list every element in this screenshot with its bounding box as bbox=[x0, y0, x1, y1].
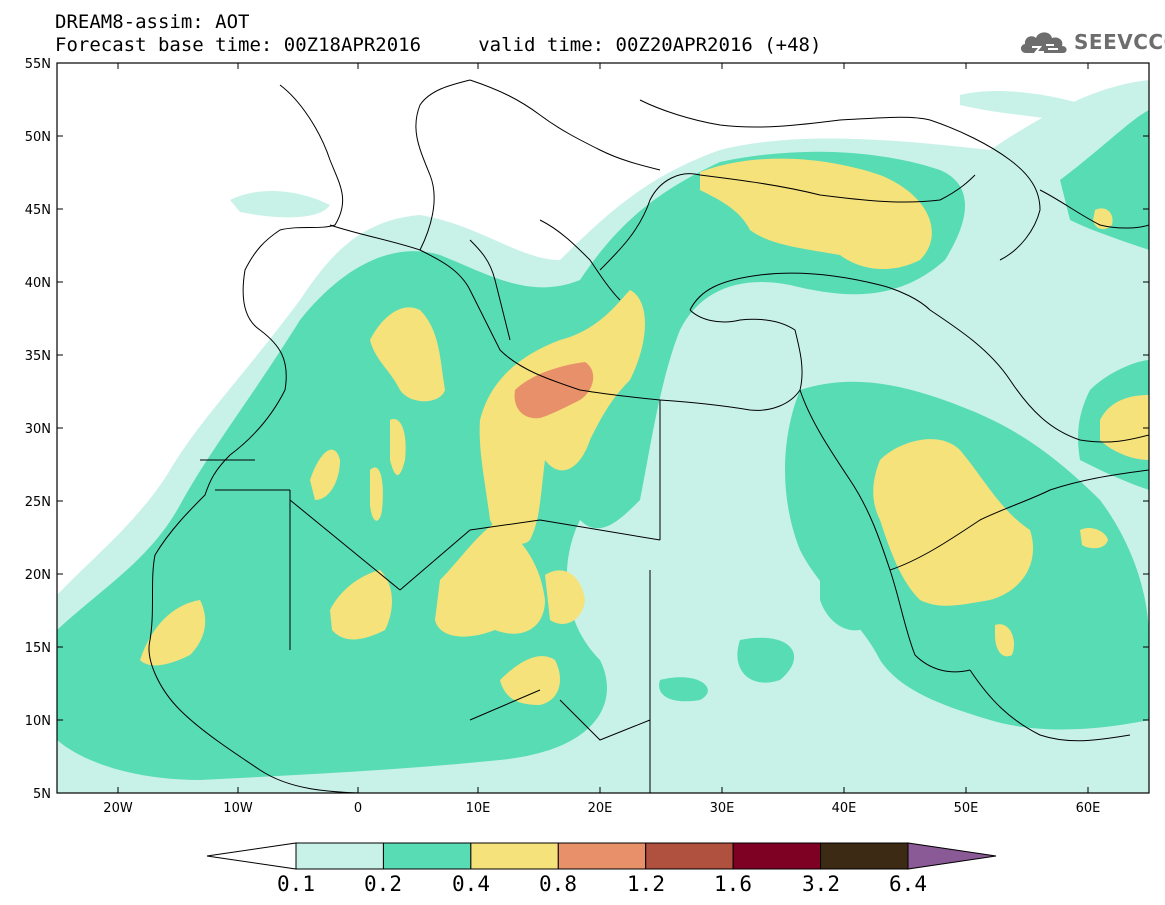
colorbar-legend: 0.1 0.2 0.4 0.8 1.2 1.6 3.2 6.4 bbox=[206, 842, 997, 896]
aot-field bbox=[57, 63, 1149, 793]
colorbar-label-0-2: 0.2 bbox=[364, 872, 402, 896]
colorbar-swatch bbox=[732, 842, 822, 870]
lon-label-10w: 10W bbox=[223, 801, 253, 816]
colorbar-swatch bbox=[820, 842, 909, 870]
lon-label-20w: 20W bbox=[103, 801, 133, 816]
lat-label-25n: 25N bbox=[25, 495, 51, 510]
cloud-icon bbox=[1020, 32, 1067, 53]
lon-label-60e: 60E bbox=[1076, 801, 1101, 816]
colorbar-label-1-6: 1.6 bbox=[714, 872, 752, 896]
lon-label-20e: 20E bbox=[588, 801, 613, 816]
colorbar-swatch bbox=[382, 842, 472, 870]
lon-label-50e: 50E bbox=[954, 801, 979, 816]
colorbar-swatch bbox=[557, 842, 647, 870]
lat-label-5n: 5N bbox=[33, 787, 51, 802]
seevccc-logo: SEEVCCC bbox=[1018, 27, 1165, 57]
colorbar-swatch bbox=[295, 842, 384, 870]
colorbar-swatch bbox=[645, 842, 734, 870]
lat-label-40n: 40N bbox=[25, 276, 51, 291]
coastlines-borders bbox=[148, 79, 1149, 793]
aot-band-0-8 bbox=[514, 362, 594, 419]
lon-label-30e: 30E bbox=[710, 801, 735, 816]
colorbar-label-3-2: 3.2 bbox=[802, 872, 840, 896]
colorbar-label-6-4: 6.4 bbox=[889, 872, 927, 896]
colorbar-high-triangle bbox=[907, 842, 997, 870]
longitude-axis: 20W 10W 0 10E 20E 30E 40E 50E 60E bbox=[103, 63, 1100, 816]
colorbar-swatch bbox=[470, 842, 559, 870]
colorbar-label-0-8: 0.8 bbox=[539, 872, 577, 896]
lat-label-10n: 10N bbox=[25, 714, 51, 729]
lat-label-50n: 50N bbox=[25, 130, 51, 145]
title-forecast-times: Forecast base time: 00Z18APR2016 valid t… bbox=[55, 34, 822, 56]
lat-label-55n: 55N bbox=[25, 57, 51, 72]
aot-band-0-4 bbox=[140, 158, 1149, 705]
lat-label-35n: 35N bbox=[25, 349, 51, 364]
lat-label-15n: 15N bbox=[25, 641, 51, 656]
lat-label-20n: 20N bbox=[25, 568, 51, 583]
colorbar-label-0-4: 0.4 bbox=[452, 872, 490, 896]
colorbar-label-0-1: 0.1 bbox=[277, 872, 315, 896]
colorbar-label-1-2: 1.2 bbox=[627, 872, 665, 896]
lon-label-0: 0 bbox=[354, 801, 362, 816]
lat-label-45n: 45N bbox=[25, 203, 51, 218]
colorbar-low-triangle bbox=[206, 842, 297, 870]
title-model-field: DREAM8-assim: AOT bbox=[55, 11, 250, 33]
latitude-axis: 55N 50N 45N 40N 35N 30N 25N 20N 15N 10N … bbox=[25, 57, 1149, 802]
lon-label-10e: 10E bbox=[466, 801, 491, 816]
logo-text: SEEVCCC bbox=[1074, 30, 1165, 54]
lat-label-30n: 30N bbox=[25, 422, 51, 437]
lon-label-40e: 40E bbox=[832, 801, 857, 816]
